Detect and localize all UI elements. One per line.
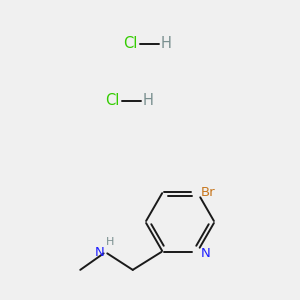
Text: Cl: Cl	[124, 36, 138, 51]
Text: Br: Br	[201, 186, 216, 199]
Text: Cl: Cl	[106, 93, 120, 108]
Text: H: H	[160, 36, 171, 51]
Text: N: N	[95, 246, 105, 259]
Text: H: H	[142, 93, 153, 108]
Text: H: H	[106, 237, 114, 247]
Text: N: N	[201, 247, 211, 260]
